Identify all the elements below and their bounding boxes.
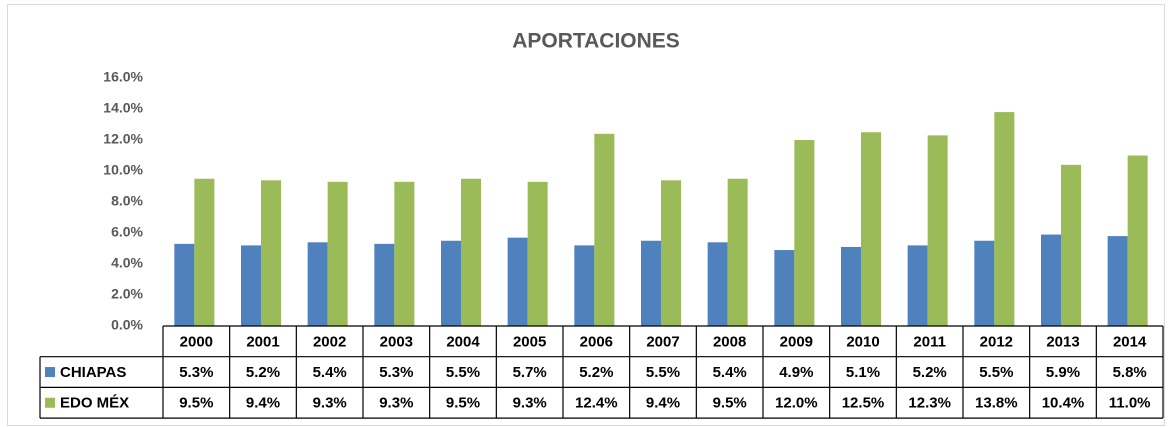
- y-tick-label: 10.0%: [103, 162, 143, 178]
- bar: [1127, 155, 1148, 326]
- y-tick-label: 2.0%: [111, 286, 143, 302]
- table-value: 9.5%: [446, 395, 480, 412]
- bar: [441, 240, 461, 326]
- table-value: 5.2%: [579, 364, 613, 381]
- table-value: 9.3%: [379, 395, 413, 412]
- legend-label: EDO MÉX: [60, 395, 129, 412]
- bar: [1061, 164, 1081, 326]
- table-value: 5.5%: [446, 364, 480, 381]
- bar: [194, 178, 215, 326]
- bar: [861, 132, 881, 326]
- table-value: 5.9%: [1046, 364, 1080, 381]
- chart-frame: [7, 4, 1165, 426]
- y-tick-label: 16.0%: [103, 69, 143, 85]
- table-value: 5.8%: [1113, 364, 1147, 381]
- table-value: 5.2%: [246, 364, 280, 381]
- bar: [374, 243, 395, 326]
- x-tick-label: 2003: [380, 333, 413, 350]
- x-tick-label: 2004: [446, 333, 480, 350]
- table-value: 9.5%: [179, 395, 213, 412]
- table-value: 13.8%: [975, 395, 1018, 412]
- bar: [261, 180, 281, 326]
- bar: [974, 240, 995, 326]
- table-value: 9.5%: [713, 395, 747, 412]
- table-value: 5.4%: [713, 364, 747, 381]
- bar: [794, 140, 815, 326]
- y-tick-label: 8.0%: [111, 193, 143, 209]
- bar: [1107, 236, 1128, 326]
- table-value: 5.2%: [913, 364, 947, 381]
- bar: [461, 178, 481, 326]
- bar: [394, 181, 415, 326]
- y-tick-label: 14.0%: [103, 100, 143, 116]
- x-tick-label: 2014: [1113, 333, 1147, 350]
- legend-key: [45, 397, 55, 408]
- x-tick-label: 2005: [513, 333, 546, 350]
- bar: [841, 246, 861, 326]
- table-value: 5.3%: [379, 364, 413, 381]
- table-value: 4.9%: [779, 364, 813, 381]
- bar: [927, 135, 948, 326]
- x-tick-label: 2011: [913, 333, 946, 350]
- bar: [527, 181, 548, 326]
- y-tick-label: 12.0%: [103, 131, 143, 147]
- table-value: 12.4%: [575, 395, 618, 412]
- bar: [174, 243, 195, 326]
- table-value: 5.1%: [846, 364, 880, 381]
- bar: [574, 245, 595, 326]
- y-tick-label: 0.0%: [111, 317, 143, 333]
- x-tick-label: 2007: [646, 333, 679, 350]
- bar: [241, 245, 261, 326]
- bar: [774, 250, 795, 326]
- x-tick-label: 2008: [713, 333, 746, 350]
- table-value: 9.4%: [646, 395, 680, 412]
- y-tick-label: 6.0%: [111, 224, 143, 240]
- bar: [641, 240, 661, 326]
- table-value: 5.5%: [646, 364, 680, 381]
- x-tick-label: 2012: [980, 333, 1013, 350]
- table-value: 12.5%: [842, 395, 885, 412]
- table-value: 9.4%: [246, 395, 280, 412]
- bar: [594, 133, 615, 326]
- bar: [707, 242, 728, 326]
- bar: [994, 112, 1015, 326]
- table-value: 5.5%: [979, 364, 1013, 381]
- x-tick-label: 2006: [580, 333, 613, 350]
- table-value: 5.4%: [313, 364, 347, 381]
- table-value: 10.4%: [1042, 395, 1085, 412]
- bar: [1041, 234, 1061, 326]
- x-tick-label: 2010: [846, 333, 879, 350]
- bar: [727, 178, 748, 326]
- table-value: 12.3%: [908, 395, 951, 412]
- x-tick-label: 2009: [780, 333, 813, 350]
- table-value: 11.0%: [1109, 395, 1151, 412]
- table-value: 5.7%: [513, 364, 547, 381]
- x-tick-label: 2002: [313, 333, 346, 350]
- table-value: 5.3%: [179, 364, 213, 381]
- bar: [307, 242, 328, 326]
- legend-label: CHIAPAS: [60, 364, 126, 381]
- table-value: 12.0%: [775, 395, 818, 412]
- bar: [661, 180, 681, 326]
- bar: [907, 245, 928, 326]
- bar: [327, 181, 348, 326]
- x-tick-label: 2001: [246, 333, 279, 350]
- chart-title: APORTACIONES: [512, 30, 680, 53]
- x-tick-label: 2000: [180, 333, 213, 350]
- table-value: 9.3%: [513, 395, 547, 412]
- x-tick-label: 2013: [1046, 333, 1079, 350]
- bar: [507, 237, 528, 326]
- y-tick-label: 4.0%: [111, 255, 143, 271]
- table-value: 9.3%: [313, 395, 347, 412]
- legend-key: [45, 367, 55, 378]
